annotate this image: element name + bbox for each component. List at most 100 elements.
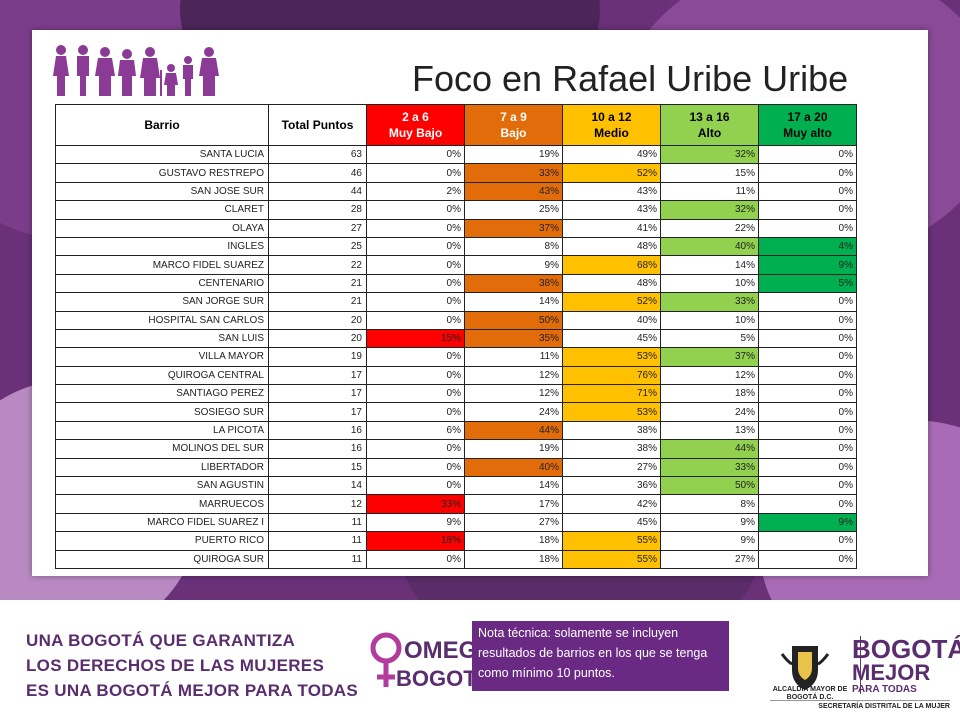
percent-cell: 0% bbox=[758, 347, 857, 367]
barrio-cell: INGLES bbox=[55, 236, 269, 257]
total-puntos-cell: 21 bbox=[268, 292, 367, 312]
percent-cell: 35% bbox=[464, 328, 563, 349]
barrio-cell: CENTENARIO bbox=[55, 273, 269, 294]
percent-cell: 27% bbox=[562, 457, 661, 478]
percent-cell: 52% bbox=[562, 163, 661, 183]
percent-cell: 0% bbox=[758, 328, 857, 349]
barrio-cell: SAN JORGE SUR bbox=[55, 292, 269, 312]
percent-cell: 0% bbox=[758, 365, 857, 386]
percent-cell: 0% bbox=[758, 163, 857, 183]
percent-cell: 13% bbox=[660, 420, 759, 441]
total-puntos-cell: 17 bbox=[268, 365, 367, 386]
percent-cell: 0% bbox=[366, 476, 465, 496]
barrio-cell: HOSPITAL SAN CARLOS bbox=[55, 310, 269, 330]
percent-cell: 2% bbox=[366, 181, 465, 202]
slogan-line: LOS DERECHOS DE LAS MUJERES bbox=[26, 656, 325, 675]
slide-title: Foco en Rafael Uribe Uribe bbox=[412, 58, 849, 99]
percent-cell: 53% bbox=[562, 347, 661, 367]
omeg-text: OMEG bbox=[404, 637, 472, 664]
table-row: LA PICOTA 16 6% 44% 38% 13% 0% bbox=[55, 420, 857, 441]
percent-cell: 0% bbox=[758, 218, 857, 238]
percent-cell: 17% bbox=[464, 494, 563, 514]
percent-cell: 5% bbox=[660, 328, 759, 349]
table-row: SANTIAGO PEREZ 17 0% 12% 71% 18% 0% bbox=[55, 384, 857, 404]
barrio-cell: SAN AGUSTIN bbox=[55, 476, 269, 496]
table-row: SAN JOSE SUR 44 2% 43% 43% 11% 0% bbox=[55, 181, 857, 202]
percent-cell: 12% bbox=[660, 365, 759, 386]
total-puntos-cell: 20 bbox=[268, 328, 367, 349]
barrio-cell: SAN LUIS bbox=[55, 328, 269, 349]
percent-cell: 42% bbox=[562, 494, 661, 514]
percent-cell: 50% bbox=[660, 476, 759, 496]
percent-cell: 8% bbox=[464, 236, 563, 257]
barrio-cell: MARCO FIDEL SUAREZ bbox=[55, 255, 269, 275]
percent-cell: 38% bbox=[562, 439, 661, 459]
total-puntos-cell: 28 bbox=[268, 200, 367, 220]
percent-cell: 0% bbox=[758, 476, 857, 496]
barrio-cell: GUSTAVO RESTREPO bbox=[55, 163, 269, 183]
table-row: SAN JORGE SUR 21 0% 14% 52% 33% 0% bbox=[55, 292, 857, 312]
barrio-cell: CLARET bbox=[55, 200, 269, 220]
total-puntos-cell: 46 bbox=[268, 163, 367, 183]
percent-cell: 14% bbox=[660, 255, 759, 275]
percent-cell: 9% bbox=[660, 512, 759, 533]
header-alto: 13 a 16 Alto bbox=[660, 104, 759, 146]
total-puntos-cell: 11 bbox=[268, 531, 367, 551]
percent-cell: 5% bbox=[758, 273, 857, 294]
total-puntos-cell: 17 bbox=[268, 402, 367, 422]
percent-cell: 18% bbox=[366, 531, 465, 551]
barrio-cell: SAN JOSE SUR bbox=[55, 181, 269, 202]
brand-line-2: MEJOR bbox=[852, 660, 931, 685]
table-row: QUIROGA SUR 11 0% 18% 55% 27% 0% bbox=[55, 549, 857, 569]
percent-cell: 27% bbox=[660, 549, 759, 569]
table-row: MARCO FIDEL SUAREZ 22 0% 9% 68% 14% 9% bbox=[55, 255, 857, 275]
percent-cell: 48% bbox=[562, 236, 661, 257]
women-icons-logo bbox=[53, 45, 219, 96]
percent-cell: 0% bbox=[366, 144, 465, 165]
percent-cell: 44% bbox=[464, 420, 563, 441]
omeg-logo: OMEG BOGOTÁ bbox=[370, 632, 472, 691]
bogota-mejor-logo: BOGOTÁ MEJOR PARA TODAS bbox=[852, 636, 960, 696]
barrio-cell: SANTIAGO PEREZ bbox=[55, 384, 269, 404]
brand-line-3: PARA TODAS bbox=[852, 684, 917, 695]
percent-cell: 33% bbox=[660, 457, 759, 478]
total-puntos-cell: 11 bbox=[268, 549, 367, 569]
percent-cell: 0% bbox=[366, 439, 465, 459]
percent-cell: 0% bbox=[758, 384, 857, 404]
total-puntos-cell: 25 bbox=[268, 236, 367, 257]
table-row: CENTENARIO 21 0% 38% 48% 10% 5% bbox=[55, 273, 857, 294]
percent-cell: 0% bbox=[758, 457, 857, 478]
percent-cell: 40% bbox=[464, 457, 563, 478]
percent-cell: 9% bbox=[758, 255, 857, 275]
percent-cell: 18% bbox=[464, 531, 563, 551]
barrio-cell: MARCO FIDEL SUAREZ I bbox=[55, 512, 269, 533]
percent-cell: 6% bbox=[366, 420, 465, 441]
table-row: PUERTO RICO 11 18% 18% 55% 9% 0% bbox=[55, 531, 857, 551]
header-total-puntos: Total Puntos bbox=[268, 104, 367, 146]
barrio-cell: QUIROGA CENTRAL bbox=[55, 365, 269, 386]
table-row: SAN AGUSTIN 14 0% 14% 36% 50% 0% bbox=[55, 476, 857, 496]
percent-cell: 43% bbox=[464, 181, 563, 202]
percent-cell: 32% bbox=[660, 144, 759, 165]
total-puntos-cell: 14 bbox=[268, 476, 367, 496]
percent-cell: 0% bbox=[758, 439, 857, 459]
percent-cell: 0% bbox=[366, 218, 465, 238]
total-puntos-cell: 12 bbox=[268, 494, 367, 514]
percent-cell: 76% bbox=[562, 365, 661, 386]
percent-cell: 0% bbox=[366, 384, 465, 404]
percent-cell: 0% bbox=[366, 457, 465, 478]
table-row: CLARET 28 0% 25% 43% 32% 0% bbox=[55, 200, 857, 220]
total-puntos-cell: 17 bbox=[268, 384, 367, 404]
barrio-cell: QUIROGA SUR bbox=[55, 549, 269, 569]
table-row: SAN LUIS 20 15% 35% 45% 5% 0% bbox=[55, 328, 857, 349]
total-puntos-cell: 63 bbox=[268, 144, 367, 165]
percent-cell: 37% bbox=[660, 347, 759, 367]
percent-cell: 14% bbox=[464, 292, 563, 312]
slogan-line: ES UNA BOGOTÁ MEJOR PARA TODAS bbox=[26, 681, 359, 700]
table-row: SANTA LUCIA 63 0% 19% 49% 32% 0% bbox=[55, 144, 857, 165]
percent-cell: 55% bbox=[562, 549, 661, 569]
percent-cell: 4% bbox=[758, 236, 857, 257]
percent-cell: 49% bbox=[562, 144, 661, 165]
percent-cell: 15% bbox=[366, 328, 465, 349]
